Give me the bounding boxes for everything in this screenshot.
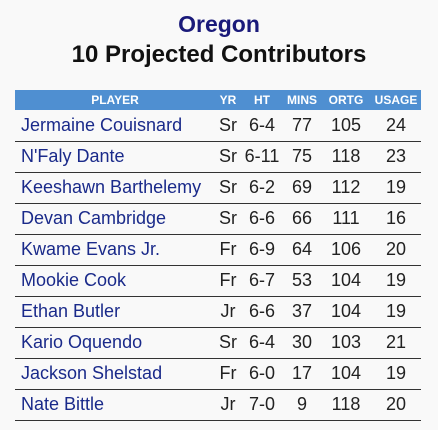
player-minutes: 37: [291, 301, 313, 321]
player-year: Jr: [220, 301, 236, 321]
player-ortg: 118: [331, 146, 361, 166]
column-header-mins: MINS: [287, 93, 317, 107]
table-row: Ethan Butler Jr 6-6 37 104 19: [15, 296, 421, 327]
player-height: 6-4: [248, 332, 275, 352]
column-header-player: PLAYER: [91, 93, 139, 107]
player-name: Kario Oquendo: [21, 332, 143, 352]
player-year: Fr: [219, 270, 237, 290]
column-header-yr: YR: [219, 93, 237, 107]
player-name: Keeshawn Barthelemy: [21, 177, 202, 197]
table-row: Devan Cambridge Sr 6-6 66 111 16: [15, 203, 421, 234]
table-row: Kwame Evans Jr. Fr 6-9 64 106 20: [15, 234, 421, 265]
table-row: Keeshawn Barthelemy Sr 6-2 69 112 19: [15, 172, 421, 203]
player-usage: 19: [385, 177, 407, 197]
player-name: Mookie Cook: [21, 270, 127, 290]
player-usage: 19: [385, 301, 407, 321]
player-height: 6-6: [248, 208, 275, 228]
player-name: Jermaine Couisnard: [21, 114, 183, 135]
player-year: Fr: [219, 239, 237, 259]
table-body: Jermaine Couisnard Sr 6-4 77 105 24 N'Fa…: [15, 110, 421, 420]
player-year: Sr: [219, 114, 237, 135]
player-year: Fr: [219, 363, 237, 383]
player-minutes: 77: [291, 114, 313, 135]
player-height: 6-0: [248, 363, 275, 383]
player-ortg: 106: [330, 239, 362, 259]
player-name: Kwame Evans Jr.: [21, 239, 161, 259]
player-name: Jackson Shelstad: [21, 363, 163, 383]
column-header-ortg: ORTG: [328, 93, 364, 107]
player-year: Jr: [220, 394, 236, 414]
player-height: 6-7: [248, 270, 275, 290]
player-height: 6-9: [248, 239, 275, 259]
player-ortg: 104: [330, 301, 362, 321]
player-year: Sr: [219, 177, 237, 197]
table-row: Nate Bittle Jr 7-0 9 118 20: [15, 389, 421, 420]
player-minutes: 17: [291, 363, 313, 383]
player-minutes: 75: [291, 146, 313, 166]
player-usage: 24: [385, 114, 407, 135]
column-header-ht: HT: [254, 93, 270, 107]
player-height: 6-6: [248, 301, 275, 321]
table-row: Kario Oquendo Sr 6-4 30 103 21: [15, 327, 421, 358]
player-ortg: 104: [330, 363, 362, 383]
player-minutes: 53: [291, 270, 313, 290]
player-usage: 21: [385, 332, 407, 352]
table-header: PLAYER YR HT MINS ORTG USAGE: [15, 90, 421, 110]
table-header-row: PLAYER YR HT MINS ORTG USAGE: [15, 90, 421, 110]
player-ortg: 105: [330, 114, 362, 135]
table-row: Mookie Cook Fr 6-7 53 104 19: [15, 265, 421, 296]
player-year: Sr: [219, 208, 237, 228]
player-ortg: 111: [332, 208, 360, 228]
player-ortg: 103: [330, 332, 362, 352]
player-year: Sr: [219, 146, 237, 166]
team-title: Oregon: [178, 11, 260, 37]
player-minutes: 30: [291, 332, 313, 352]
player-minutes: 64: [291, 239, 313, 259]
player-minutes: 9: [296, 394, 307, 414]
player-name: Devan Cambridge: [21, 208, 167, 228]
player-ortg: 104: [330, 270, 362, 290]
page-subtitle: 10 Projected Contributors: [71, 41, 367, 68]
player-ortg: 112: [331, 177, 361, 197]
column-header-usage: USAGE: [374, 93, 418, 107]
player-usage: 16: [385, 208, 407, 228]
player-name: Nate Bittle: [21, 394, 105, 414]
player-usage: 19: [385, 270, 407, 290]
player-ortg: 118: [331, 394, 361, 414]
player-name: Ethan Butler: [21, 301, 121, 321]
table-row: Jackson Shelstad Fr 6-0 17 104 19: [15, 358, 421, 389]
contributors-table: PLAYER YR HT MINS ORTG USAGE Jermaine Co…: [15, 90, 421, 421]
player-minutes: 69: [291, 177, 313, 197]
player-height: 6-4: [248, 114, 275, 135]
table-row: Jermaine Couisnard Sr 6-4 77 105 24: [15, 110, 421, 141]
player-usage: 20: [385, 239, 407, 259]
player-name: N'Faly Dante: [21, 146, 125, 166]
player-height: 6-11: [244, 146, 280, 166]
player-usage: 23: [385, 146, 407, 166]
player-height: 6-2: [248, 177, 275, 197]
table-row: N'Faly Dante Sr 6-11 75 118 23: [15, 141, 421, 172]
player-usage: 19: [385, 363, 407, 383]
player-minutes: 66: [291, 208, 313, 228]
player-height: 7-0: [248, 394, 275, 414]
player-year: Sr: [219, 332, 237, 352]
player-usage: 20: [385, 394, 407, 414]
